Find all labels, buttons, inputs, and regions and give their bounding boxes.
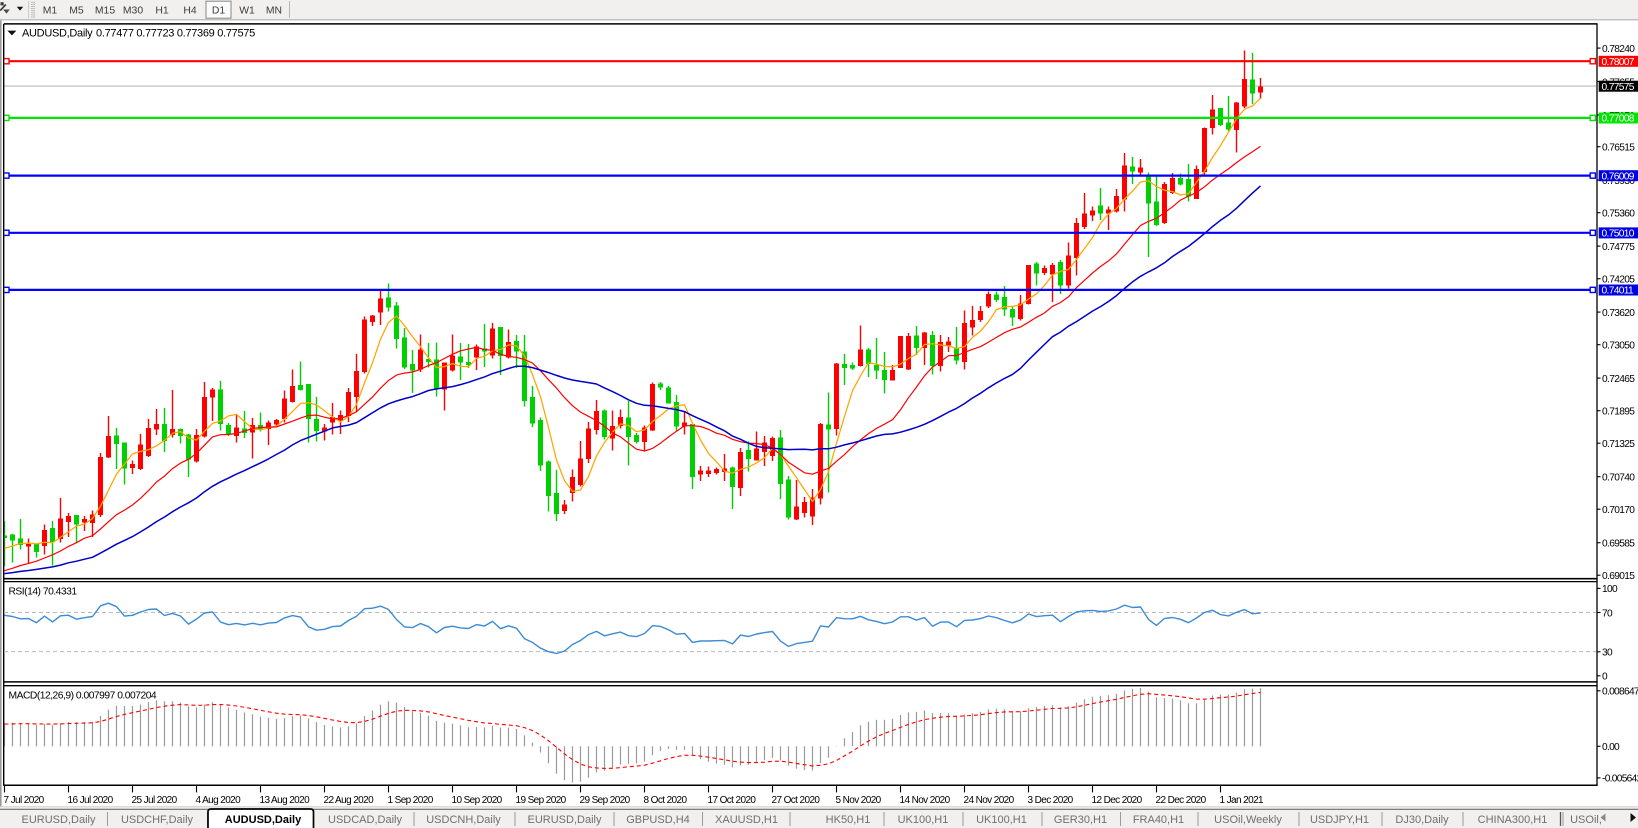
svg-text:0.71325: 0.71325: [1602, 439, 1635, 450]
svg-text:H4: H4: [183, 5, 197, 16]
svg-text:RSI(14) 70.4331: RSI(14) 70.4331: [9, 586, 78, 597]
svg-text:FRA40,H1: FRA40,H1: [1133, 814, 1184, 826]
svg-text:M5: M5: [69, 5, 84, 16]
svg-text:M1: M1: [43, 5, 58, 16]
svg-text:0.75930: 0.75930: [1602, 176, 1635, 187]
svg-text:DJ30,Daily: DJ30,Daily: [1395, 814, 1449, 826]
svg-text:7 Jul 2020: 7 Jul 2020: [4, 795, 45, 806]
svg-text:100: 100: [1602, 584, 1618, 595]
svg-text:MN: MN: [266, 5, 282, 16]
svg-text:UK100,H1: UK100,H1: [976, 814, 1027, 826]
svg-text:USDJPY,H1: USDJPY,H1: [1310, 814, 1369, 826]
svg-text:0.008647: 0.008647: [1602, 687, 1638, 698]
svg-text:0.74775: 0.74775: [1602, 242, 1635, 253]
svg-text:4 Aug 2020: 4 Aug 2020: [196, 795, 242, 806]
svg-text:AUDUSD,Daily: AUDUSD,Daily: [225, 814, 302, 826]
svg-text:1 Jan 2021: 1 Jan 2021: [1220, 795, 1265, 806]
svg-text:0.71895: 0.71895: [1602, 407, 1635, 418]
svg-text:XAUUSD,H1: XAUUSD,H1: [715, 814, 778, 826]
svg-text:8 Oct 2020: 8 Oct 2020: [644, 795, 688, 806]
svg-text:CHINA300,H1: CHINA300,H1: [1478, 814, 1548, 826]
svg-text:GBPUSD,H4: GBPUSD,H4: [626, 814, 690, 826]
svg-text:UK100,H1: UK100,H1: [898, 814, 949, 826]
svg-text:0.76515: 0.76515: [1602, 143, 1635, 154]
svg-text:19 Sep 2020: 19 Sep 2020: [516, 795, 567, 806]
svg-text:0.69585: 0.69585: [1602, 539, 1635, 550]
svg-text:0.74011: 0.74011: [1602, 286, 1635, 297]
svg-text:EURUSD,Daily: EURUSD,Daily: [22, 814, 96, 826]
svg-text:1 Sep 2020: 1 Sep 2020: [388, 795, 434, 806]
svg-text:EURUSD,Daily: EURUSD,Daily: [528, 814, 602, 826]
svg-text:W1: W1: [239, 5, 255, 16]
svg-text:0.70170: 0.70170: [1602, 505, 1635, 516]
svg-text:29 Sep 2020: 29 Sep 2020: [580, 795, 631, 806]
svg-text:0.77575: 0.77575: [1602, 82, 1635, 93]
svg-text:0.75010: 0.75010: [1602, 229, 1635, 240]
svg-text:USDCAD,Daily: USDCAD,Daily: [328, 814, 402, 826]
svg-text:USOil,Weekly: USOil,Weekly: [1214, 814, 1282, 826]
svg-text:MACD(12,26,9) 0.007997 0.00720: MACD(12,26,9) 0.007997 0.007204: [9, 691, 157, 702]
svg-text:24 Nov 2020: 24 Nov 2020: [964, 795, 1015, 806]
svg-text:HK50,H1: HK50,H1: [826, 814, 871, 826]
svg-text:GER30,H1: GER30,H1: [1054, 814, 1107, 826]
svg-text:16 Jul 2020: 16 Jul 2020: [68, 795, 114, 806]
svg-text:0.76009: 0.76009: [1602, 171, 1635, 182]
svg-text:AUDUSD,Daily: AUDUSD,Daily: [22, 28, 93, 40]
svg-text:0.77477 0.77723 0.77369 0.7757: 0.77477 0.77723 0.77369 0.77575: [96, 28, 255, 40]
svg-text:5 Nov 2020: 5 Nov 2020: [836, 795, 882, 806]
svg-text:0.00: 0.00: [1602, 742, 1620, 753]
svg-text:14 Nov 2020: 14 Nov 2020: [900, 795, 951, 806]
svg-text:USOil,: USOil,: [1570, 814, 1602, 826]
svg-text:3 Dec 2020: 3 Dec 2020: [1028, 795, 1074, 806]
svg-text:13 Aug 2020: 13 Aug 2020: [260, 795, 311, 806]
svg-text:0.70740: 0.70740: [1602, 473, 1635, 484]
svg-text:0.78007: 0.78007: [1602, 57, 1635, 68]
svg-text:0: 0: [1602, 672, 1608, 683]
svg-text:M15: M15: [95, 5, 115, 16]
svg-text:27 Oct 2020: 27 Oct 2020: [772, 795, 821, 806]
svg-text:USDCHF,Daily: USDCHF,Daily: [121, 814, 194, 826]
svg-text:0.72465: 0.72465: [1602, 374, 1635, 385]
svg-text:-0.005642: -0.005642: [1602, 774, 1638, 785]
svg-text:USDCNH,Daily: USDCNH,Daily: [426, 814, 501, 826]
svg-text:0.73050: 0.73050: [1602, 341, 1635, 352]
svg-text:17 Oct 2020: 17 Oct 2020: [708, 795, 757, 806]
svg-text:22 Dec 2020: 22 Dec 2020: [1156, 795, 1207, 806]
svg-text:0.75360: 0.75360: [1602, 209, 1635, 220]
svg-text:70: 70: [1602, 608, 1613, 619]
svg-text:D1: D1: [212, 5, 226, 16]
svg-text:12 Dec 2020: 12 Dec 2020: [1092, 795, 1143, 806]
svg-text:22 Aug 2020: 22 Aug 2020: [324, 795, 375, 806]
svg-text:30: 30: [1602, 648, 1613, 659]
svg-text:0.73620: 0.73620: [1602, 308, 1635, 319]
svg-text:H1: H1: [155, 5, 169, 16]
svg-text:0.74205: 0.74205: [1602, 275, 1635, 286]
svg-text:25 Jul 2020: 25 Jul 2020: [132, 795, 178, 806]
svg-text:0.78240: 0.78240: [1602, 44, 1635, 55]
svg-text:10 Sep 2020: 10 Sep 2020: [452, 795, 503, 806]
svg-text:0.69015: 0.69015: [1602, 571, 1635, 582]
svg-text:M30: M30: [123, 5, 143, 16]
svg-text:0.77008: 0.77008: [1602, 114, 1635, 125]
